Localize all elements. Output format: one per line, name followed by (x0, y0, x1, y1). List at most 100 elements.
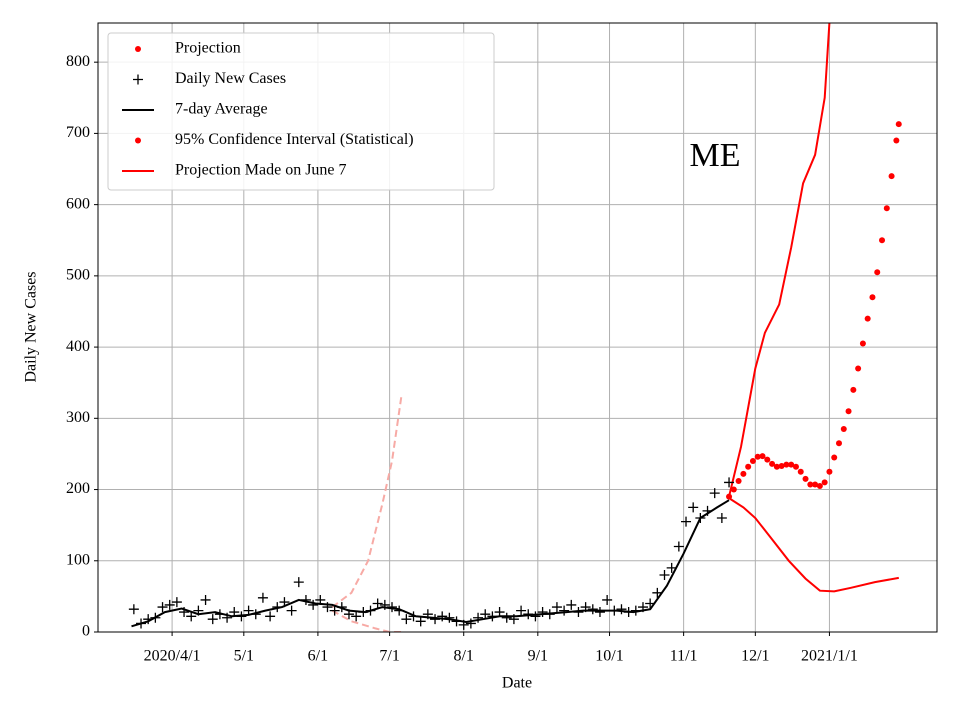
projection-dot (845, 408, 852, 415)
x-tick-label: 2021/1/1 (801, 648, 858, 665)
legend-label: Projection (175, 40, 241, 57)
projection-dot (874, 269, 881, 276)
case-marker (659, 570, 670, 581)
case-marker (222, 612, 233, 623)
case-marker (150, 612, 161, 623)
case-marker (437, 611, 448, 622)
x-tick-label: 11/1 (670, 648, 698, 665)
projection-dot (773, 463, 780, 470)
case-marker (236, 611, 247, 622)
case-marker (501, 612, 512, 623)
projection-dot (893, 137, 900, 144)
x-tick-label: 5/1 (234, 648, 254, 665)
case-marker (602, 594, 613, 605)
case-marker (200, 594, 211, 605)
legend-marker (135, 137, 141, 144)
x-tick-label: 2020/4/1 (144, 648, 201, 665)
projection-dot (835, 440, 842, 447)
y-tick-label: 300 (66, 409, 90, 426)
projection-dot (788, 461, 795, 468)
x-tick-label: 10/1 (595, 648, 623, 665)
projection-dot (821, 479, 828, 486)
june-lower (331, 609, 402, 632)
case-marker (673, 541, 684, 552)
projection-dot (754, 453, 761, 460)
projection-dot (879, 237, 886, 244)
case-marker (136, 618, 147, 629)
projection-dot (869, 294, 876, 301)
case-marker (322, 602, 333, 613)
case-marker (487, 611, 498, 622)
case-marker (587, 604, 598, 615)
y-tick-label: 200 (66, 480, 90, 497)
case-marker (473, 612, 484, 623)
case-marker (681, 516, 692, 527)
projection-dot (812, 481, 819, 488)
case-marker (257, 592, 268, 603)
projection-dot (864, 315, 871, 322)
case-marker (516, 605, 527, 616)
projection-dot (859, 340, 866, 347)
case-marker (709, 488, 720, 499)
projection-dot (740, 470, 747, 477)
case-marker (688, 502, 699, 513)
case-marker (594, 607, 605, 618)
projection-dot (730, 486, 737, 493)
case-marker (530, 611, 541, 622)
case-marker (716, 513, 727, 524)
case-marker (265, 611, 276, 622)
case-marker (315, 594, 326, 605)
projection-dot (831, 454, 838, 461)
case-marker (566, 599, 577, 610)
projection-dot (855, 365, 862, 372)
projection-dot (883, 205, 890, 212)
case-marker (494, 607, 505, 618)
case-marker (394, 605, 405, 616)
y-tick-label: 100 (66, 551, 90, 568)
case-marker (157, 602, 168, 613)
case-marker (308, 599, 319, 610)
case-marker (573, 607, 584, 618)
case-marker (193, 605, 204, 616)
case-marker (387, 602, 398, 613)
case-marker (179, 607, 190, 618)
legend-marker (135, 46, 141, 52)
case-marker (430, 614, 441, 625)
legend-label: Daily New Cases (175, 70, 286, 87)
x-tick-label: 9/1 (528, 648, 548, 665)
case-marker (645, 598, 656, 609)
case-marker (637, 602, 648, 613)
case-marker (537, 607, 548, 618)
projection-dot (749, 458, 756, 465)
projection-dot (850, 386, 857, 393)
projection-dot (807, 481, 814, 488)
y-tick-label: 500 (66, 267, 90, 284)
x-tick-label: 12/1 (741, 648, 769, 665)
case-marker (422, 609, 433, 620)
projection-dot (888, 173, 895, 180)
case-marker (623, 607, 634, 618)
case-marker (451, 616, 462, 627)
case-marker (143, 614, 154, 625)
y-tick-label: 800 (66, 53, 90, 70)
y-axis-label: Daily New Cases (23, 271, 40, 382)
case-marker (544, 609, 555, 620)
projection-dot (895, 121, 902, 128)
legend-label: 7-day Average (175, 101, 268, 118)
case-marker (272, 602, 283, 613)
projection-dot (769, 460, 776, 467)
case-marker (286, 605, 297, 616)
projection-dot (802, 475, 809, 482)
case-marker (351, 611, 362, 622)
case-marker (559, 605, 570, 616)
projection-dot (797, 468, 804, 475)
axes-frame (97, 22, 938, 633)
case-marker (415, 616, 426, 627)
case-marker (702, 505, 713, 516)
case-marker (408, 611, 419, 622)
y-tick-label: 600 (66, 195, 90, 212)
projection-dot (759, 453, 766, 460)
case-marker (508, 614, 519, 625)
case-marker (630, 605, 641, 616)
case-marker (616, 604, 627, 615)
